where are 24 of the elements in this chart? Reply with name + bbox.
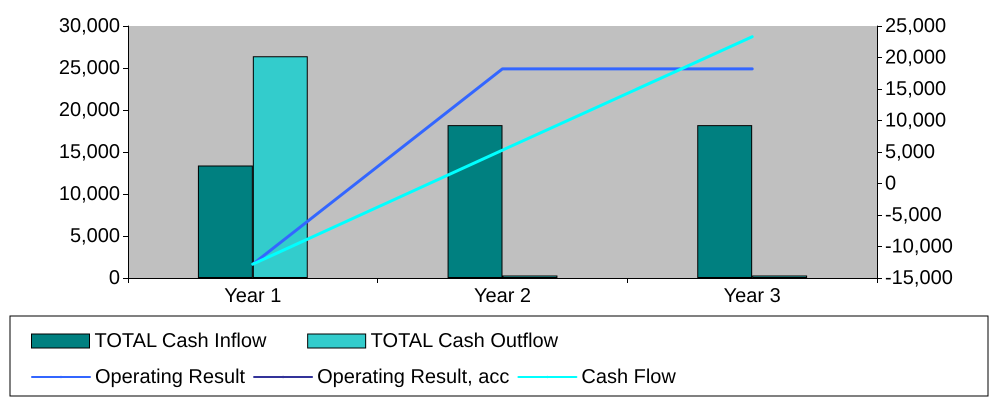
- y-tick-label: 15,000: [58, 141, 120, 163]
- legend-label: TOTAL Cash Inflow: [94, 330, 267, 352]
- y2-tick-label: 10,000: [885, 110, 946, 132]
- y-tick-label: 5,000: [70, 225, 120, 247]
- y2-tick-label: 15,000: [885, 78, 946, 100]
- x-tick-label: Year 2: [474, 285, 532, 307]
- y2-tick-label: -5,000: [885, 204, 942, 226]
- y2-tick-label: 5,000: [885, 141, 936, 163]
- y-tick-label: 0: [108, 267, 120, 289]
- y2-tick-label: 20,000: [885, 46, 946, 68]
- y-tick-label: 10,000: [58, 183, 120, 205]
- y2-tick-label: -10,000: [885, 236, 953, 258]
- x-tick-label: Year 1: [224, 285, 282, 307]
- legend-label: Operating Result, acc: [317, 366, 510, 388]
- legend-label: Operating Result: [95, 366, 246, 388]
- y-tick-label: 25,000: [58, 57, 120, 79]
- legend-label: Cash Flow: [581, 366, 676, 388]
- y2-tick-label: 25,000: [885, 15, 946, 37]
- y-tick-label: 30,000: [58, 15, 120, 37]
- legend-label: TOTAL Cash Outflow: [370, 330, 559, 352]
- y2-tick-label: -15,000: [885, 267, 953, 289]
- y2-tick-label: 0: [885, 172, 896, 194]
- y-tick-label: 20,000: [58, 99, 120, 121]
- x-tick-label: Year 3: [724, 285, 781, 307]
